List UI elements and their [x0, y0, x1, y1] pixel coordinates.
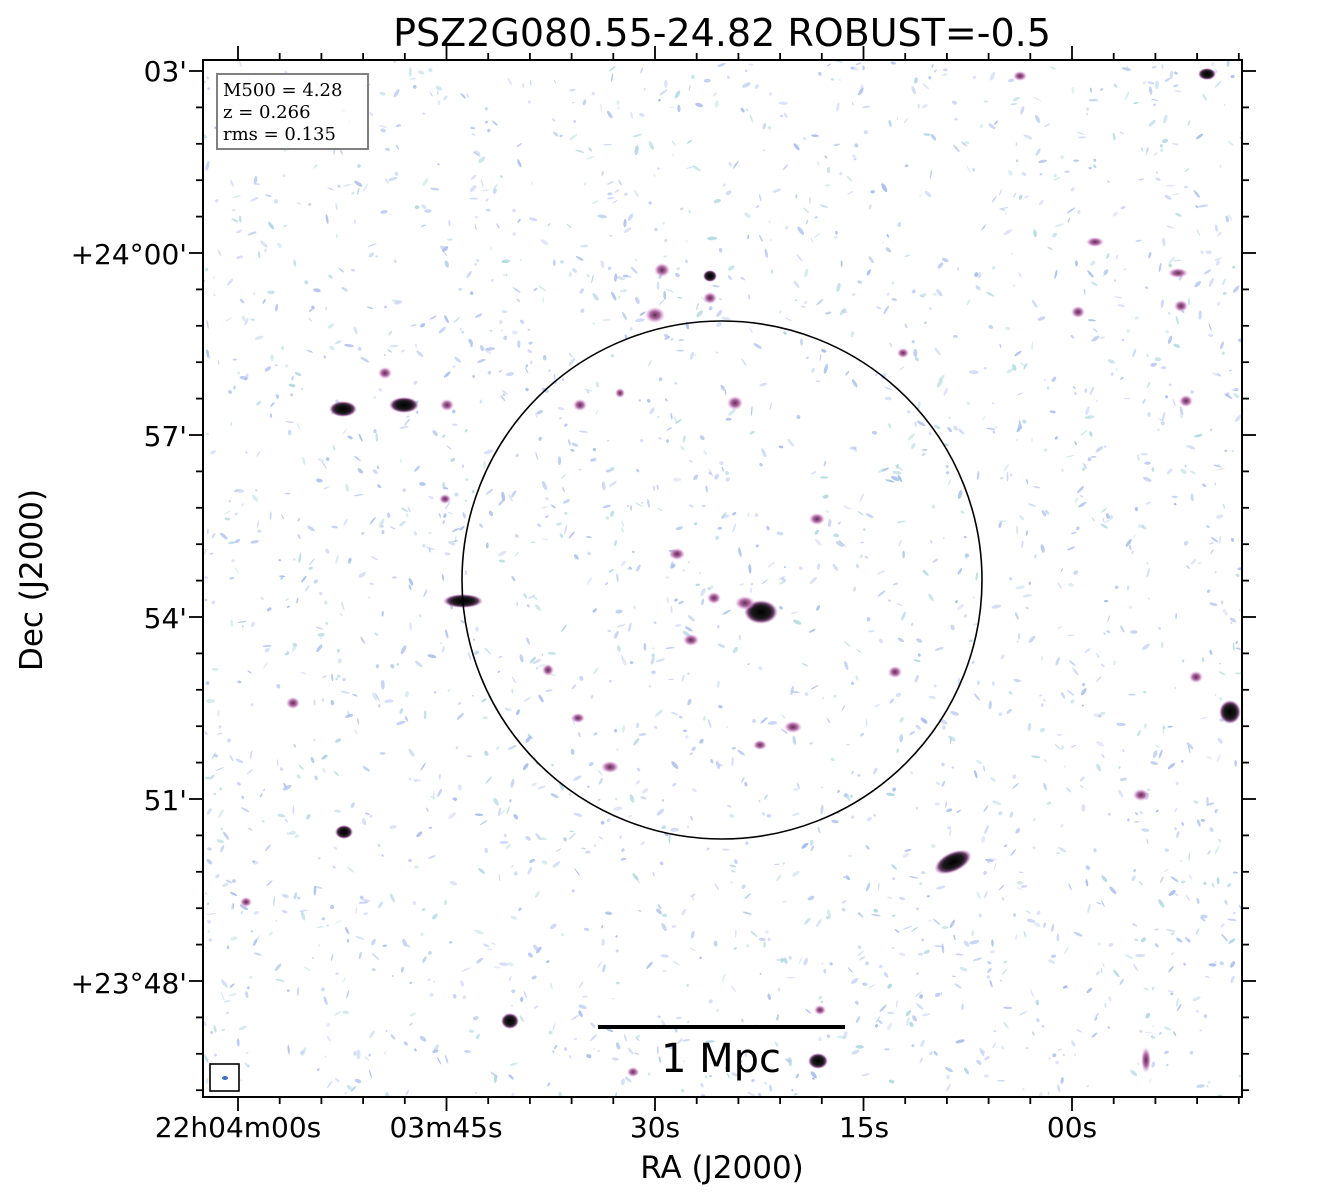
faint-source	[240, 897, 252, 907]
radio-source	[501, 1013, 519, 1029]
faint-source	[1179, 395, 1193, 407]
y-tick-labels: 03' +24°00' 57' 54' 51' +23°48'	[71, 55, 187, 1000]
faint-source	[1071, 306, 1085, 318]
axes-frame	[202, 59, 1243, 1098]
faint-source	[654, 263, 670, 277]
x-tick-label: 00s	[1047, 1111, 1097, 1144]
y-axis-label: Dec (J2000)	[14, 489, 50, 671]
y-tick-label: +23°48'	[71, 967, 187, 1000]
radio-source	[1198, 68, 1216, 80]
faint-source	[601, 761, 619, 773]
faint-source	[1013, 71, 1027, 81]
y-tick-label: 51'	[144, 784, 187, 817]
radio-sources	[240, 68, 1241, 1077]
faint-source	[1189, 671, 1203, 683]
faint-source	[542, 664, 554, 676]
tick-marks	[189, 46, 1256, 1111]
faint-source	[753, 740, 767, 750]
info-box: M500 = 4.28 z = 0.266 rms = 0.135	[216, 73, 369, 150]
faint-source	[286, 697, 300, 709]
faint-source	[735, 596, 755, 610]
faint-source	[784, 721, 802, 733]
y-tick-label: 03'	[144, 55, 187, 88]
radio-source	[335, 825, 353, 839]
faint-source	[707, 592, 721, 604]
radio-source	[934, 849, 972, 875]
faint-source	[439, 494, 451, 504]
y-tick-label: 57'	[144, 420, 187, 453]
radio-source	[703, 270, 717, 282]
plot-title: PSZ2G080.55-24.82 ROBUST=-0.5	[393, 11, 1051, 55]
radio-source	[389, 397, 419, 413]
faint-source	[1086, 237, 1104, 247]
radio-source	[808, 1053, 828, 1069]
faint-source	[888, 666, 902, 678]
faint-source	[615, 388, 625, 398]
faint-source	[378, 367, 392, 379]
x-tick-label: 15s	[839, 1111, 889, 1144]
y-tick-label: +24°00'	[71, 238, 187, 271]
x-tick-label: 30s	[630, 1111, 680, 1144]
noise-speckle-layer	[203, 60, 1242, 1097]
info-redshift: z = 0.266	[223, 102, 311, 123]
faint-source	[683, 634, 699, 646]
x-tick-label: 03m45s	[389, 1111, 502, 1144]
faint-source	[571, 713, 585, 723]
radio-source	[329, 401, 357, 417]
scale-bar-label: 1 Mpc	[661, 1036, 781, 1082]
map-background	[203, 60, 1242, 1097]
info-rms: rms = 0.135	[223, 124, 336, 145]
radio-source	[1219, 700, 1241, 724]
faint-source	[727, 396, 743, 410]
x-axis-label: RA (J2000)	[640, 1150, 804, 1186]
beam-indicator	[209, 1063, 240, 1092]
faint-source	[814, 1005, 826, 1015]
faint-source	[1174, 300, 1188, 312]
faint-source	[703, 292, 717, 304]
x-tick-labels: 22h04m00s 03m45s 30s 15s 00s	[155, 1111, 1097, 1144]
faint-source	[573, 399, 587, 411]
faint-source	[1133, 789, 1149, 801]
x-tick-label: 22h04m00s	[155, 1111, 322, 1144]
scale-bar: 1 Mpc	[598, 1025, 845, 1082]
faint-source	[645, 307, 665, 323]
r500-circle	[461, 320, 983, 840]
faint-source	[1141, 1047, 1151, 1073]
faint-source	[669, 548, 685, 560]
faint-source	[440, 399, 454, 411]
faint-source	[809, 513, 825, 525]
faint-source	[897, 348, 909, 358]
y-tick-label: 54'	[144, 602, 187, 635]
faint-source	[627, 1067, 639, 1077]
faint-source	[1168, 268, 1188, 278]
info-m500: M500 = 4.28	[223, 80, 342, 101]
